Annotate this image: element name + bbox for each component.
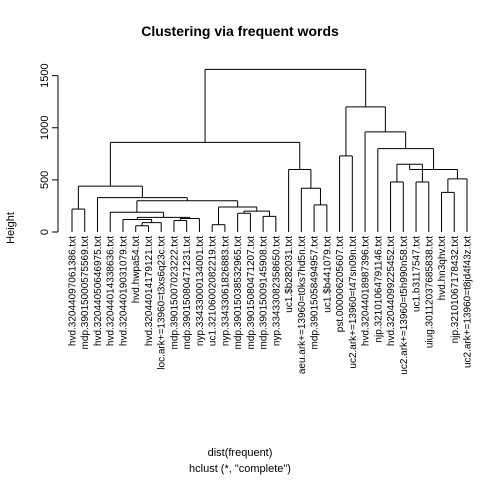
leaf-label: mdp.39015009145908.txt <box>259 236 270 350</box>
leaf-label: hvd.32044097061386.txt <box>68 236 79 346</box>
leaf-label: mdp.39015007023222.txt <box>169 236 180 350</box>
leaf-labels: hvd.32044097061386.txt mdp.39015000575569… <box>68 236 474 375</box>
chart-title: Clustering via frequent words <box>141 23 339 39</box>
dendrogram-branches <box>71 68 468 232</box>
method-label: hclust (*, "complete") <box>189 463 291 475</box>
leaf-label: hvd.32044014338636.txt <box>106 236 117 346</box>
leaf-label: uc2.ark+=13960=t8jd4f43z.txt <box>463 236 474 368</box>
y-axis: 0 500 1000 1500 <box>39 63 59 235</box>
x-axis-label: dist(frequent) <box>208 447 273 459</box>
leaf-label: hvd.32044050646975.txt <box>93 236 104 346</box>
leaf-label: mdp.39015058494957.txt <box>310 236 321 350</box>
y-tick-label: 1000 <box>39 116 51 140</box>
leaf-label: uiug.30112037685838.txt <box>424 236 435 348</box>
leaf-label: mdp.39015080471231.txt <box>182 236 193 350</box>
y-ticks: 0 500 1000 1500 <box>39 63 58 235</box>
y-tick-label: 0 <box>39 229 51 235</box>
leaf-label: hvd.hwpa54.txt <box>131 236 142 303</box>
y-tick-label: 1500 <box>39 63 51 87</box>
leaf-label: njp.32101064791146.txt <box>373 236 384 343</box>
leaf-label: nyp.33433082358650.txt <box>271 236 282 346</box>
leaf-label: loc.ark+=13960=t3xs6q23c.txt <box>157 236 168 370</box>
leaf-label: hvd.32044018987396.txt <box>361 236 372 346</box>
leaf-label: mdp.39015000575569.txt <box>80 236 91 350</box>
leaf-label: aeu.ark+=13960=t0ks7hd5n.txt <box>297 236 308 374</box>
leaf-label: uc1.b3117547.txt <box>412 236 423 312</box>
leaf-label: pst.000006205607.txt <box>335 236 346 332</box>
y-tick-label: 500 <box>39 171 51 189</box>
leaf-label: nyp.33433061826883.txt <box>220 236 231 346</box>
leaf-label: uc2.ark+=13960=t5h990n58.txt <box>399 236 410 375</box>
leaf-label: hvd.32044099225452.txt <box>386 236 397 346</box>
leaf-label: uc1.$b282031.txt <box>284 236 295 313</box>
leaf-label: hvd.32044019031079.txt <box>118 236 129 346</box>
leaf-label: uc1.$b441079.txt <box>322 236 333 313</box>
leaf-label: uc2.ark+=13960=t47sn09n.txt <box>348 236 359 369</box>
leaf-label: mdp.39015080471207.txt <box>246 236 257 350</box>
leaf-label: uc1.32106002082219.txt <box>208 236 219 346</box>
leaf-label: mdp.39015038532965.txt <box>233 236 244 350</box>
leaf-label: hvd.32044014179121.txt <box>144 236 155 346</box>
leaf-label: njp.32101067178432.txt <box>450 236 461 344</box>
y-axis-label: Height <box>5 212 17 244</box>
leaf-label: hvd.hn3qhv.txt <box>437 236 448 301</box>
leaf-label: nyp.33433000134001.txt <box>195 236 206 346</box>
